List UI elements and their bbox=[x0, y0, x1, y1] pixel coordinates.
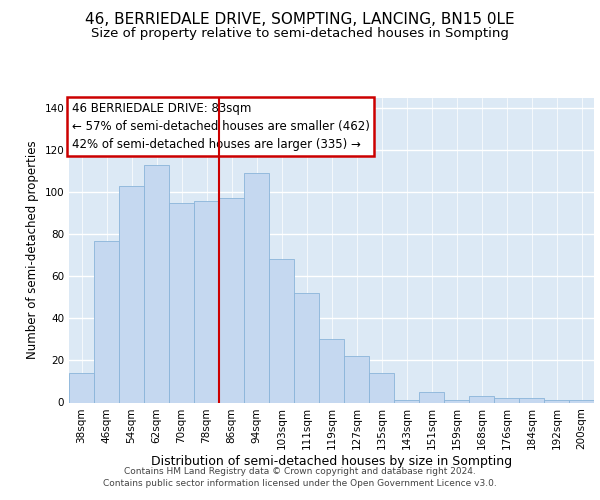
Bar bbox=[444, 400, 469, 402]
Y-axis label: Number of semi-detached properties: Number of semi-detached properties bbox=[26, 140, 39, 360]
Bar bbox=[244, 173, 269, 402]
Bar bbox=[369, 373, 394, 402]
Bar bbox=[569, 400, 594, 402]
Bar bbox=[69, 373, 94, 402]
X-axis label: Distribution of semi-detached houses by size in Sompting: Distribution of semi-detached houses by … bbox=[151, 455, 512, 468]
Bar bbox=[119, 186, 144, 402]
Bar bbox=[219, 198, 244, 402]
Bar bbox=[419, 392, 444, 402]
Bar bbox=[519, 398, 544, 402]
Text: 46, BERRIEDALE DRIVE, SOMPTING, LANCING, BN15 0LE: 46, BERRIEDALE DRIVE, SOMPTING, LANCING,… bbox=[85, 12, 515, 28]
Bar bbox=[144, 165, 169, 402]
Text: Size of property relative to semi-detached houses in Sompting: Size of property relative to semi-detach… bbox=[91, 28, 509, 40]
Bar bbox=[394, 400, 419, 402]
Bar bbox=[269, 260, 294, 402]
Bar bbox=[319, 340, 344, 402]
Bar bbox=[194, 200, 219, 402]
Bar bbox=[94, 240, 119, 402]
Bar bbox=[544, 400, 569, 402]
Bar bbox=[469, 396, 494, 402]
Bar bbox=[294, 293, 319, 403]
Text: Contains HM Land Registry data © Crown copyright and database right 2024.
Contai: Contains HM Land Registry data © Crown c… bbox=[103, 466, 497, 487]
Bar bbox=[494, 398, 519, 402]
Text: 46 BERRIEDALE DRIVE: 83sqm
← 57% of semi-detached houses are smaller (462)
42% o: 46 BERRIEDALE DRIVE: 83sqm ← 57% of semi… bbox=[71, 102, 370, 151]
Bar bbox=[344, 356, 369, 403]
Bar bbox=[169, 202, 194, 402]
